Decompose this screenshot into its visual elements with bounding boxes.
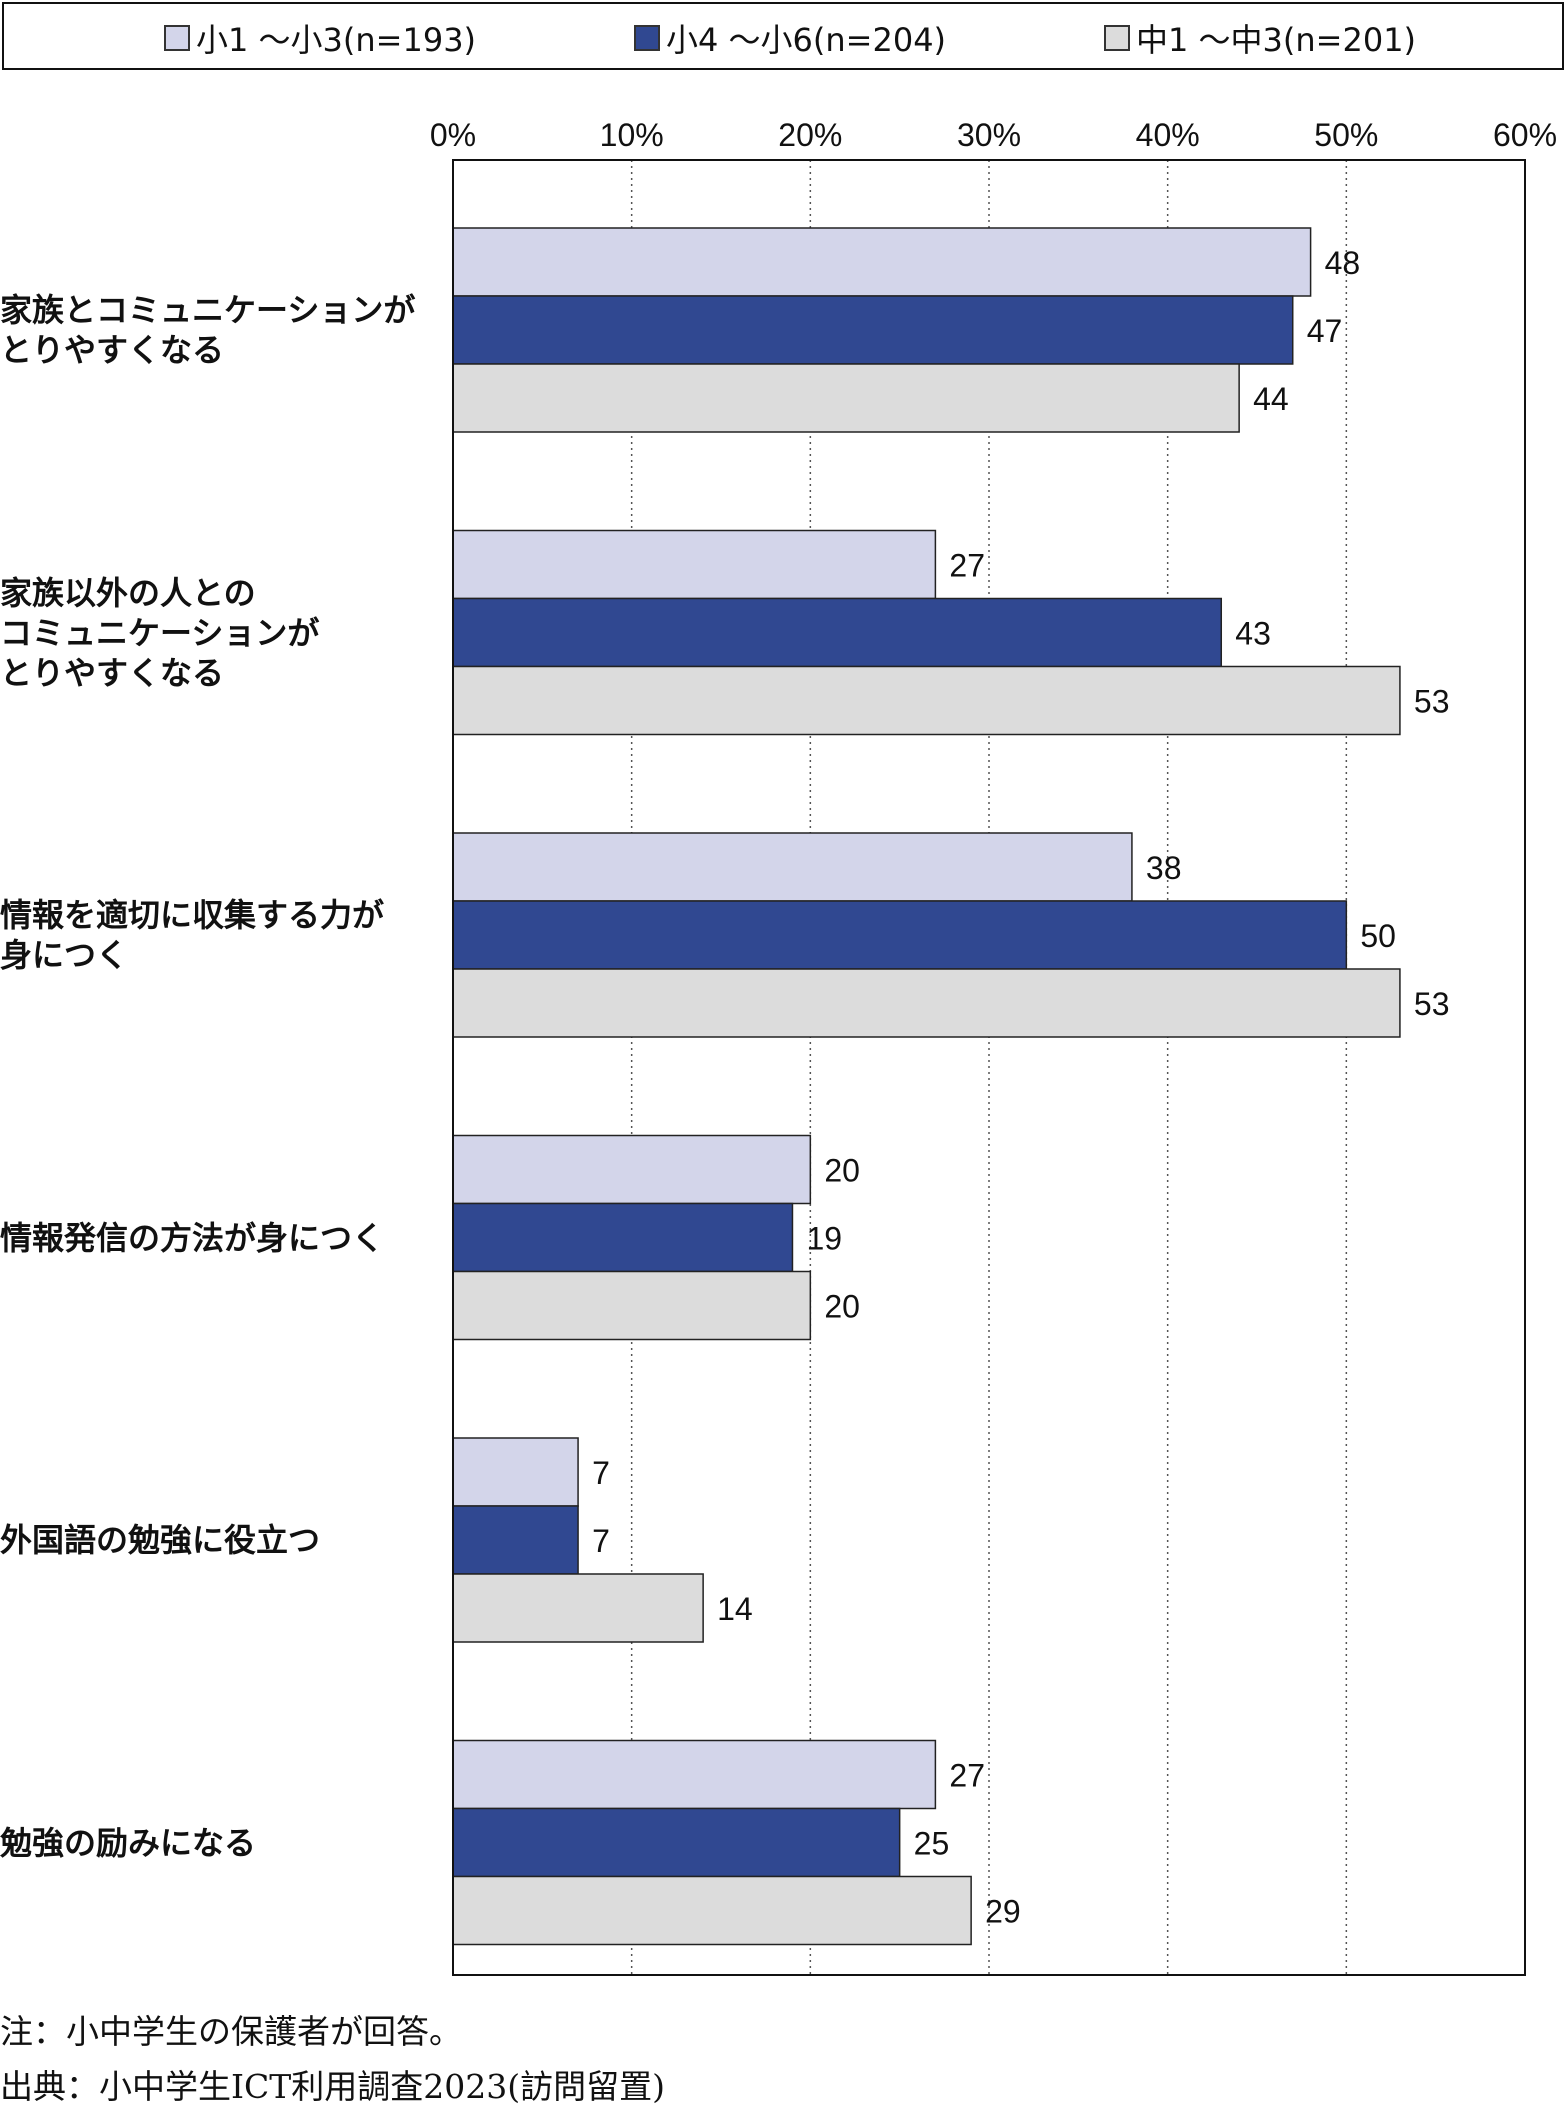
category-label-5: 勉強の励みになる (0, 1823, 257, 1862)
value-label-junior1-3-3: 20 (824, 1289, 860, 1325)
x-tick-label-50: 50% (1314, 117, 1378, 153)
bar-grade4-6-2 (452, 900, 1348, 970)
value-label-junior1-3-1: 53 (1414, 684, 1450, 720)
value-label-grade4-6-0: 47 (1307, 313, 1343, 349)
category-label-1: 家族以外の人との コミュニケーションが とりやすくなる (0, 573, 320, 692)
x-tick-label-40: 40% (1136, 117, 1200, 153)
x-tick-label-0: 0% (430, 117, 476, 153)
legend-label-grade4-6: 小4 ～小6(n=204) (666, 21, 947, 59)
x-tick-label-30: 30% (957, 117, 1021, 153)
bar-junior1-3-5 (452, 1875, 972, 1946)
value-label-grade4-6-1: 43 (1235, 616, 1271, 652)
legend-label-junior1-3: 中1 ～中3(n=201) (1136, 21, 1417, 59)
x-tick-label-20: 20% (778, 117, 842, 153)
value-label-grade4-6-5: 25 (914, 1826, 950, 1862)
bar-grade1-3-1 (452, 529, 937, 600)
bar-grade1-3-4 (452, 1437, 579, 1507)
bar-grade4-6-5 (452, 1807, 901, 1878)
x-tick-label-10: 10% (600, 117, 664, 153)
note-text: 注：小中学生の保護者が回答。 (0, 2012, 462, 2051)
x-tick-label-60: 60% (1493, 117, 1557, 153)
bar-grade1-3-0 (452, 227, 1312, 297)
category-label-0: 家族とコミュニケーションが とりやすくなる (0, 291, 416, 369)
value-label-grade4-6-2: 50 (1360, 918, 1396, 954)
bar-grade4-6-3 (452, 1202, 794, 1273)
bar-grade1-3-5 (452, 1739, 937, 1810)
bar-grade1-3-3 (452, 1134, 812, 1205)
plot-frame (452, 159, 1526, 1976)
bar-junior1-3-2 (452, 968, 1401, 1038)
value-label-grade1-3-5: 27 (949, 1758, 985, 1794)
legend-swatch-junior1-3 (1104, 25, 1130, 51)
bar-grade1-3-2 (452, 832, 1133, 902)
value-label-junior1-3-5: 29 (985, 1894, 1021, 1930)
value-label-junior1-3-0: 44 (1253, 381, 1289, 417)
bar-grade4-6-0 (452, 295, 1294, 365)
category-label-2: 情報を適切に収集する力が 身につく (0, 896, 385, 974)
value-label-grade1-3-4: 7 (592, 1455, 610, 1491)
bar-junior1-3-1 (452, 665, 1401, 736)
category-label-3: 情報発信の方法が身につく (0, 1218, 385, 1257)
legend-swatch-grade1-3 (164, 25, 190, 51)
value-label-grade1-3-2: 38 (1146, 850, 1182, 886)
value-label-junior1-3-4: 14 (717, 1591, 753, 1627)
value-label-junior1-3-2: 53 (1414, 986, 1450, 1022)
value-label-grade1-3-3: 20 (824, 1153, 860, 1189)
legend-item-grade1-3: 小1 ～小3(n=193) (164, 18, 477, 59)
bar-junior1-3-0 (452, 363, 1240, 433)
value-label-grade4-6-4: 7 (592, 1523, 610, 1559)
value-label-grade1-3-1: 27 (949, 548, 985, 584)
bar-grade4-6-1 (452, 597, 1223, 668)
bar-junior1-3-3 (452, 1270, 812, 1341)
legend: 小1 ～小3(n=193) 小4 ～小6(n=204) 中1 ～中3(n=201… (2, 2, 1564, 70)
value-label-grade4-6-3: 19 (806, 1221, 842, 1257)
value-label-grade1-3-0: 48 (1325, 245, 1361, 281)
category-label-4: 外国語の勉強に役立つ (0, 1521, 321, 1559)
legend-item-grade4-6: 小4 ～小6(n=204) (634, 18, 947, 59)
bar-grade4-6-4 (452, 1505, 579, 1575)
legend-swatch-grade4-6 (634, 25, 660, 51)
legend-item-junior1-3: 中1 ～中3(n=201) (1104, 18, 1417, 59)
legend-label-grade1-3: 小1 ～小3(n=193) (196, 21, 477, 59)
bar-junior1-3-4 (452, 1573, 704, 1643)
source-text: 出典：小中学生ICT利用調査2023(訪問留置) (0, 2067, 666, 2106)
